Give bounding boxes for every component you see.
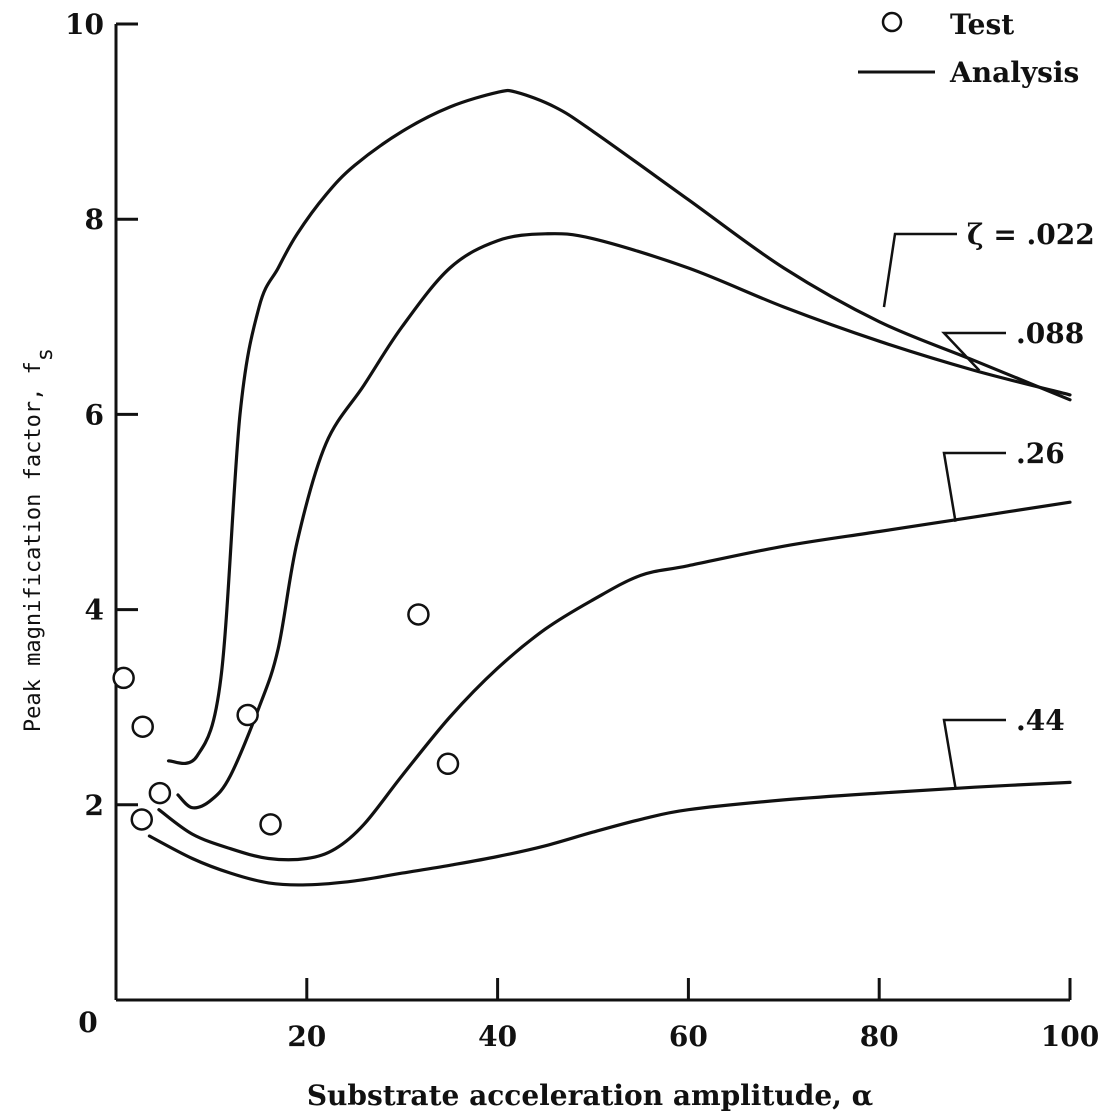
- curve-labels: ζ = .022 .088 .26 .44: [882, 218, 1095, 789]
- x-tick-label-40: 40: [478, 1020, 517, 1053]
- test-point-3: [148, 781, 172, 805]
- y-tick-label-6: 6: [85, 398, 104, 431]
- x-tick-label-80: 80: [860, 1020, 899, 1053]
- analysis-curve-3: [147, 780, 1072, 887]
- curve-label-1: .088: [1016, 317, 1084, 350]
- tick-marks: [116, 22, 1072, 1000]
- y-tick-label-4: 4: [85, 594, 104, 627]
- curve-label-0: ζ = .022: [967, 218, 1095, 251]
- x-tick-label-20: 20: [287, 1020, 326, 1053]
- x-axis-label: Substrate acceleration amplitude, α: [307, 1079, 873, 1112]
- leader-line-0: [882, 232, 957, 308]
- legend-analysis-label: Analysis: [949, 56, 1079, 89]
- analysis-curves: [147, 88, 1072, 887]
- axes: [114, 24, 1070, 1002]
- test-point-1: [131, 715, 154, 738]
- legend-test-label: Test: [950, 8, 1014, 41]
- y-tick-label-8: 8: [85, 203, 104, 236]
- leader-line-1: [941, 331, 1006, 372]
- legend-test-marker: [881, 11, 903, 33]
- y-axis-label-text: Peak magnification factor, f: [21, 361, 46, 732]
- leader-line-3: [942, 718, 1006, 789]
- test-points: [112, 603, 460, 836]
- svg-text:Peak magnification factor, fs: Peak magnification factor, fs: [21, 348, 58, 732]
- y-tick-label-10: 10: [65, 8, 104, 41]
- legend: Test Analysis: [858, 8, 1079, 89]
- y-tick-label-2: 2: [85, 789, 104, 822]
- test-point-5: [259, 813, 282, 836]
- leader-line-2: [942, 451, 1006, 522]
- analysis-curve-2: [157, 500, 1072, 862]
- test-point-6: [407, 603, 430, 626]
- analysis-curve-0: [166, 88, 1072, 766]
- analysis-curve-1: [176, 232, 1072, 810]
- tick-labels: 0 20 40 60 80 100 2 4 6 8 10: [65, 8, 1099, 1053]
- curve-label-2: .26: [1016, 437, 1065, 470]
- test-point-0: [112, 666, 135, 690]
- x-tick-label-60: 60: [669, 1020, 708, 1053]
- test-point-4: [236, 703, 259, 727]
- test-point-7: [436, 752, 460, 776]
- x-tick-label-0: 0: [78, 1006, 97, 1039]
- y-axis-label: Peak magnification factor, fs: [21, 348, 58, 732]
- y-axis-label-subscript: s: [33, 348, 58, 361]
- curve-label-3: .44: [1016, 704, 1065, 737]
- test-point-2: [130, 808, 154, 831]
- x-tick-label-100: 100: [1041, 1020, 1099, 1053]
